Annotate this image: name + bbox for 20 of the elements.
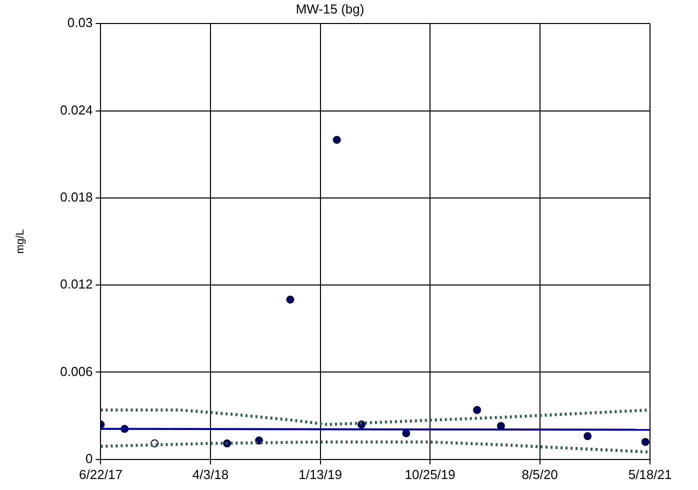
y-tick-label: 0.03 xyxy=(67,15,93,30)
chart-title: MW-15 (bg) xyxy=(296,1,364,16)
point xyxy=(641,438,650,446)
point xyxy=(286,296,294,304)
x-tick-label: 8/5/20 xyxy=(522,466,558,482)
y-tick-label: 0.006 xyxy=(60,364,93,379)
x-tick-label: 6/22/17 xyxy=(79,466,122,482)
line-series xyxy=(100,440,650,454)
point xyxy=(473,406,482,414)
y-tick-label: 0.012 xyxy=(60,276,93,292)
y-tick-label: 0 xyxy=(85,450,93,466)
point xyxy=(332,136,341,144)
x-tick-label: 4/3/18 xyxy=(192,466,229,482)
x-tick-label: 10/25/19 xyxy=(404,466,456,482)
x-tick-label: 5/18/21 xyxy=(628,466,672,482)
y-axis-title: mg/L xyxy=(14,229,27,254)
y-tick-label: 0.024 xyxy=(60,102,93,118)
point xyxy=(584,432,592,440)
y-tick-label: 0.018 xyxy=(60,190,93,204)
x-tick-label: 1/13/19 xyxy=(298,466,342,482)
